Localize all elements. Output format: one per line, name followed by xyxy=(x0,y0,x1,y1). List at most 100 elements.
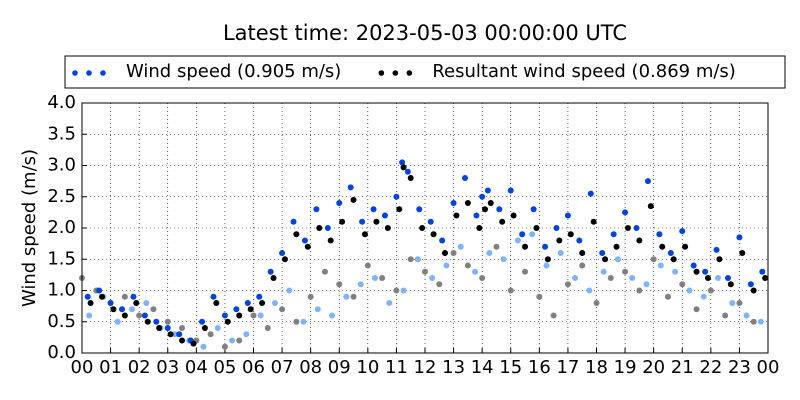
x-tick-label: 12 xyxy=(414,357,437,378)
x-tick-label: 00 xyxy=(71,357,94,378)
legend-marker xyxy=(100,70,106,76)
point xyxy=(476,225,483,231)
point xyxy=(286,287,293,294)
x-tick-label: 17 xyxy=(556,357,579,378)
point xyxy=(110,306,117,313)
point xyxy=(743,312,750,319)
point xyxy=(236,312,243,319)
point xyxy=(416,206,423,213)
point xyxy=(487,200,494,206)
point xyxy=(200,343,207,350)
point xyxy=(243,331,250,338)
point xyxy=(224,318,231,325)
point xyxy=(739,250,746,256)
point xyxy=(599,250,606,256)
point xyxy=(443,262,450,269)
point xyxy=(429,275,436,281)
point xyxy=(307,293,314,300)
point xyxy=(587,190,594,197)
plot-frame xyxy=(81,102,769,354)
y-tick-label: 1.0 xyxy=(47,280,76,301)
point xyxy=(514,237,521,244)
point xyxy=(436,281,443,288)
point xyxy=(167,331,174,338)
point xyxy=(700,293,707,300)
point xyxy=(427,218,434,225)
point xyxy=(757,318,764,325)
y-tick-label: 2.0 xyxy=(47,217,76,238)
point xyxy=(650,256,657,263)
point xyxy=(727,281,734,288)
point xyxy=(602,256,609,263)
point xyxy=(576,237,583,244)
point xyxy=(636,287,643,294)
point xyxy=(396,206,403,213)
point xyxy=(486,250,493,256)
point xyxy=(300,318,307,325)
point xyxy=(670,256,677,263)
point xyxy=(86,312,93,319)
point xyxy=(270,275,277,281)
x-tick-label: 00 xyxy=(757,357,780,378)
point xyxy=(190,340,197,347)
point xyxy=(171,331,178,338)
point xyxy=(400,164,407,171)
point xyxy=(629,275,636,281)
point xyxy=(430,231,437,238)
legend-marker xyxy=(72,70,78,76)
point xyxy=(256,293,263,300)
point xyxy=(479,193,486,200)
x-tick-label: 16 xyxy=(528,357,551,378)
point xyxy=(153,318,160,325)
y-tick-label: 3.0 xyxy=(47,155,76,176)
point xyxy=(536,293,543,300)
point xyxy=(422,268,428,275)
point xyxy=(704,275,711,281)
point xyxy=(199,318,206,325)
point xyxy=(672,268,679,275)
point xyxy=(707,287,714,294)
point xyxy=(329,312,336,319)
point xyxy=(121,312,128,319)
point xyxy=(622,209,629,216)
legend-marker xyxy=(406,70,413,76)
point xyxy=(567,231,574,238)
point xyxy=(762,275,769,281)
point xyxy=(114,318,121,325)
point xyxy=(664,293,671,300)
point xyxy=(557,250,564,256)
legend-marker xyxy=(86,70,92,76)
point xyxy=(293,231,300,238)
point xyxy=(453,212,460,219)
x-tick-label: 18 xyxy=(585,357,608,378)
point xyxy=(750,318,757,325)
x-tick-label: 21 xyxy=(671,357,694,378)
point xyxy=(656,231,663,238)
point xyxy=(313,206,320,213)
point xyxy=(386,300,393,306)
legend-marker xyxy=(392,70,399,76)
point xyxy=(450,250,457,256)
point xyxy=(713,246,720,253)
point xyxy=(507,187,514,194)
x-tick-label: 04 xyxy=(185,357,208,378)
point xyxy=(457,243,464,250)
point xyxy=(572,275,579,281)
point xyxy=(290,218,297,225)
point xyxy=(722,312,729,319)
point xyxy=(464,200,471,206)
point xyxy=(690,262,697,269)
point xyxy=(633,225,640,231)
point xyxy=(644,178,651,185)
point xyxy=(759,268,766,275)
point xyxy=(407,256,414,263)
point xyxy=(500,256,507,263)
y-axis-label: Wind speed (m/s) xyxy=(19,149,40,307)
point xyxy=(404,168,411,175)
point xyxy=(613,243,620,250)
point xyxy=(176,331,183,338)
point xyxy=(347,184,354,191)
point xyxy=(610,231,617,238)
point xyxy=(579,250,586,256)
point xyxy=(164,325,171,331)
